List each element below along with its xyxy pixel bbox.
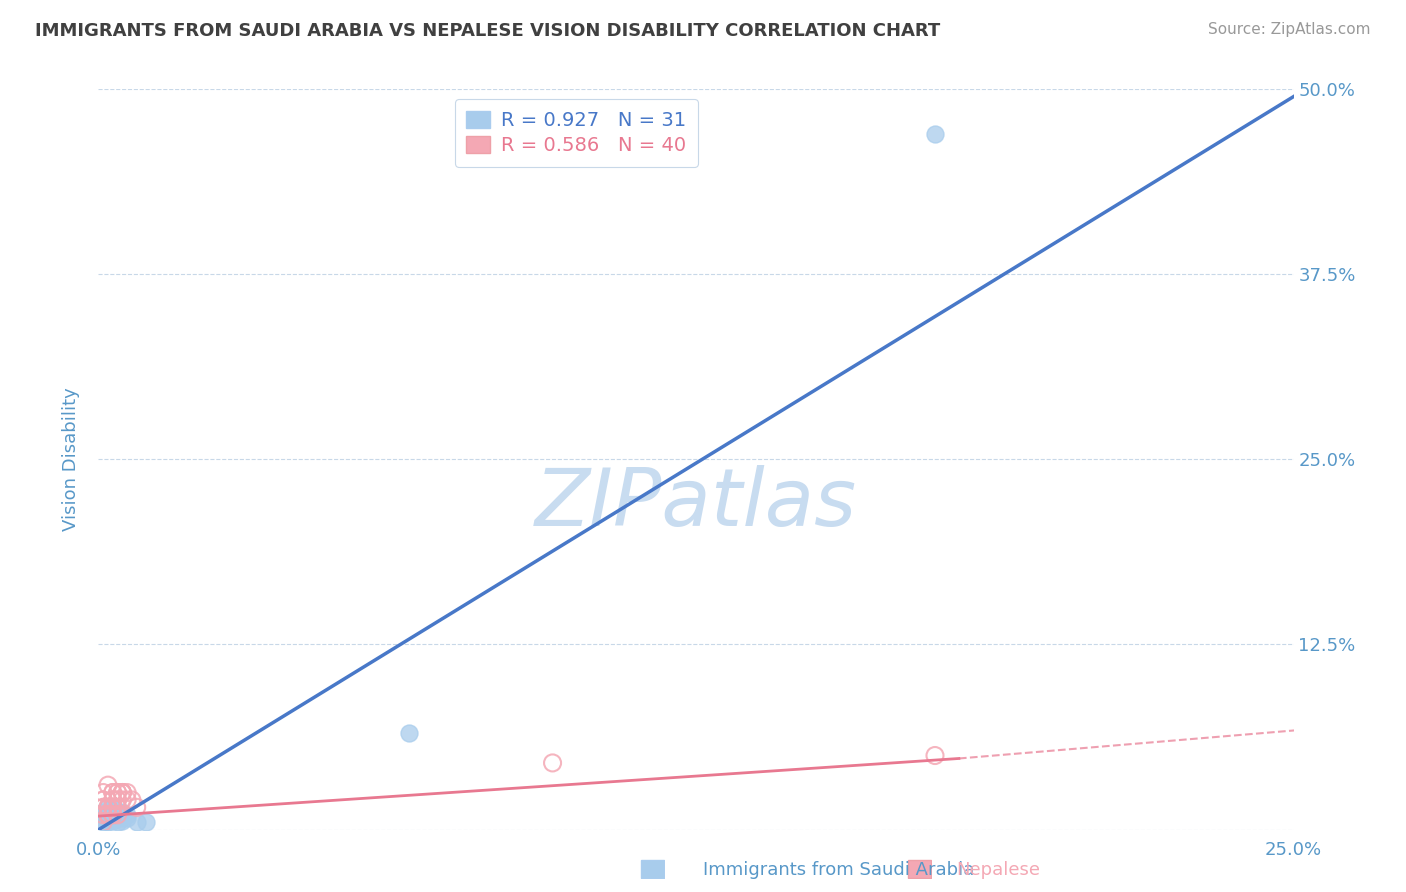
Point	[91, 800, 114, 814]
Point	[101, 800, 124, 814]
Point	[97, 807, 120, 822]
Point	[107, 807, 129, 822]
Point	[107, 793, 129, 807]
Point	[125, 800, 148, 814]
Point	[111, 793, 134, 807]
Point	[97, 807, 120, 822]
Legend: R = 0.927   N = 31, R = 0.586   N = 40: R = 0.927 N = 31, R = 0.586 N = 40	[454, 99, 699, 167]
Point	[97, 800, 120, 814]
Point	[541, 756, 564, 770]
Point	[101, 807, 124, 822]
Point	[111, 786, 134, 800]
Point	[91, 815, 114, 830]
Point	[101, 800, 124, 814]
Point	[97, 807, 120, 822]
Point	[97, 778, 120, 792]
Point	[91, 793, 114, 807]
Point	[97, 811, 120, 825]
Point	[97, 811, 120, 825]
Point	[107, 807, 129, 822]
Point	[97, 800, 120, 814]
Point	[101, 800, 124, 814]
Point	[91, 805, 114, 819]
Point	[97, 807, 120, 822]
Point	[115, 786, 138, 800]
Point	[135, 815, 157, 830]
Point	[101, 786, 124, 800]
Point	[107, 805, 129, 819]
Point	[91, 815, 114, 830]
Point	[91, 807, 114, 822]
Point	[924, 748, 946, 763]
Point	[111, 814, 134, 828]
Point	[91, 800, 114, 814]
Point	[115, 793, 138, 807]
Point	[101, 793, 124, 807]
Point	[924, 127, 946, 141]
Point	[101, 800, 124, 814]
Text: ZIPatlas: ZIPatlas	[534, 465, 858, 543]
Point	[91, 793, 114, 807]
Point	[107, 786, 129, 800]
Point	[97, 815, 120, 830]
Point	[111, 811, 134, 825]
Point	[91, 807, 114, 822]
Point	[101, 807, 124, 822]
Point	[101, 814, 124, 828]
Text: Source: ZipAtlas.com: Source: ZipAtlas.com	[1208, 22, 1371, 37]
Point	[111, 786, 134, 800]
Point	[111, 786, 134, 800]
Point	[97, 814, 120, 828]
Point	[97, 807, 120, 822]
Point	[125, 815, 148, 830]
Point	[91, 786, 114, 800]
Point	[101, 807, 124, 822]
Point	[107, 811, 129, 825]
Point	[111, 786, 134, 800]
Point	[91, 812, 114, 826]
Point	[101, 786, 124, 800]
Point	[101, 805, 124, 819]
Point	[115, 807, 138, 822]
Point	[97, 800, 120, 814]
Point	[107, 786, 129, 800]
Text: Nepalese: Nepalese	[956, 861, 1040, 879]
Point	[107, 800, 129, 814]
Point	[101, 811, 124, 825]
Point	[107, 807, 129, 822]
Point	[111, 805, 134, 819]
Point	[115, 811, 138, 825]
Point	[107, 793, 129, 807]
Text: IMMIGRANTS FROM SAUDI ARABIA VS NEPALESE VISION DISABILITY CORRELATION CHART: IMMIGRANTS FROM SAUDI ARABIA VS NEPALESE…	[35, 22, 941, 40]
Point	[121, 793, 143, 807]
Y-axis label: Vision Disability: Vision Disability	[62, 387, 80, 532]
Point	[398, 726, 420, 740]
Point	[107, 815, 129, 830]
Point	[101, 807, 124, 822]
Point	[97, 800, 120, 814]
Text: Immigrants from Saudi Arabia: Immigrants from Saudi Arabia	[703, 861, 974, 879]
Point	[101, 793, 124, 807]
